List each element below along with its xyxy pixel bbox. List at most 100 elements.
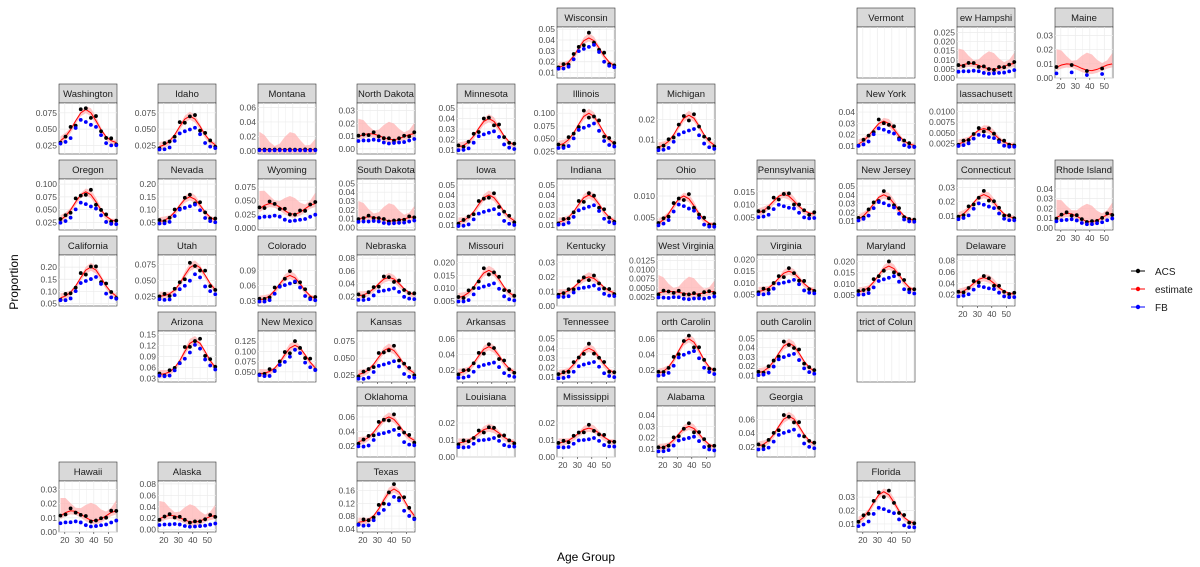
fb-point xyxy=(792,351,796,356)
x-tick-label: 20 xyxy=(658,460,668,470)
legend-label: estimate xyxy=(1155,285,1193,296)
acs-point xyxy=(676,122,681,127)
acs-point xyxy=(371,285,376,290)
fb-point xyxy=(556,445,561,450)
fb-point xyxy=(288,281,292,286)
fb-point xyxy=(73,207,78,212)
fb-point xyxy=(576,128,581,132)
acs-point xyxy=(1059,212,1064,217)
fb-point xyxy=(576,286,581,291)
fb-point xyxy=(787,353,791,358)
acs-point xyxy=(681,292,686,297)
acs-point xyxy=(366,290,371,295)
acs-point xyxy=(966,286,971,290)
panel-title: outh Carolin xyxy=(760,317,811,328)
acs-point xyxy=(89,264,93,269)
fb-point xyxy=(167,145,172,150)
acs-point xyxy=(687,118,691,123)
fb-point xyxy=(114,518,119,523)
y-tick-label: 0.0025 xyxy=(929,138,955,148)
fb-point xyxy=(487,361,491,366)
acs-point xyxy=(702,290,707,295)
fb-point xyxy=(997,290,1001,295)
acs-point xyxy=(68,210,73,215)
acs-point xyxy=(1002,213,1007,218)
fb-point xyxy=(561,376,566,380)
y-tick-label: 0.03 xyxy=(338,196,355,206)
fb-point xyxy=(576,364,581,369)
acs-point xyxy=(267,199,272,204)
y-tick-label: 0.010 xyxy=(834,279,856,289)
acs-point xyxy=(63,512,68,517)
fb-point xyxy=(466,374,471,379)
acs-point xyxy=(94,264,98,269)
acs-point xyxy=(298,208,302,213)
fb-point xyxy=(587,284,591,289)
fb-point xyxy=(1085,222,1089,227)
panel-california: California 0.05 0.10 0.15 0.20 xyxy=(40,235,119,309)
fb-point xyxy=(571,215,576,219)
fb-point xyxy=(656,373,661,378)
acs-point xyxy=(556,372,561,376)
acs-point xyxy=(1105,211,1110,216)
acs-point xyxy=(293,339,297,344)
fb-point xyxy=(697,356,701,361)
y-tick-label: 0.010 xyxy=(634,191,656,201)
estimate-band xyxy=(358,272,415,300)
y-tick-label: 0.02 xyxy=(338,291,355,301)
acs-point xyxy=(1100,66,1105,71)
y-tick-label: 0.12 xyxy=(139,341,156,351)
fb-point xyxy=(676,438,681,443)
x-tick-label: 40 xyxy=(387,535,397,545)
acs-point xyxy=(63,134,68,139)
fb-point xyxy=(607,63,612,68)
fb-point xyxy=(792,206,796,211)
fb-point xyxy=(282,359,287,364)
acs-point xyxy=(802,434,807,439)
acs-point xyxy=(897,511,901,515)
panel-title: Montana xyxy=(269,89,307,100)
y-tick-label: 0.20 xyxy=(139,179,156,189)
acs-point xyxy=(581,43,586,48)
y-tick-label: 0.02 xyxy=(538,210,555,220)
panel-illinois: Illinois 0.025 0.050 0.075 0.100 xyxy=(534,83,617,156)
fb-point xyxy=(502,294,507,299)
y-tick-label: 0.02 xyxy=(538,363,555,373)
acs-point xyxy=(456,295,461,299)
fb-point xyxy=(907,525,912,530)
acs-point xyxy=(802,361,807,366)
y-tick-label: 0.15 xyxy=(139,330,156,340)
acs-point xyxy=(182,195,187,200)
fb-point xyxy=(712,448,717,453)
panel-georgia: Georgia 0.02 0.04 0.06 xyxy=(738,386,817,458)
acs-point xyxy=(198,200,202,205)
fb-point xyxy=(63,140,68,144)
y-tick-label: 0.06 xyxy=(239,102,256,112)
fb-point xyxy=(397,221,401,225)
x-tick-label: 20 xyxy=(60,535,70,545)
fb-point xyxy=(1012,144,1017,149)
acs-point xyxy=(392,482,396,487)
acs-point xyxy=(412,130,417,135)
x-tick-label: 30 xyxy=(973,309,983,319)
panel-title: Louisiana xyxy=(466,392,507,403)
fb-point xyxy=(671,139,676,144)
fb-point xyxy=(687,350,691,355)
fb-point xyxy=(566,374,571,379)
acs-point xyxy=(298,346,302,350)
panel-title: Oregon xyxy=(72,165,104,176)
acs-point xyxy=(976,195,981,200)
y-tick-label: 0.02 xyxy=(638,365,655,375)
estimate-band xyxy=(558,423,615,447)
fb-point xyxy=(481,438,486,442)
acs-point xyxy=(402,430,407,435)
acs-point xyxy=(902,278,907,282)
fb-point xyxy=(556,66,561,71)
fb-point xyxy=(592,203,596,208)
acs-point xyxy=(856,289,861,293)
panel-new-jersey: New Jersey 0.010.020.030.040.05 xyxy=(838,159,917,231)
acs-point xyxy=(381,217,386,221)
panel-title: Michigan xyxy=(667,89,705,100)
fb-point xyxy=(466,222,471,227)
